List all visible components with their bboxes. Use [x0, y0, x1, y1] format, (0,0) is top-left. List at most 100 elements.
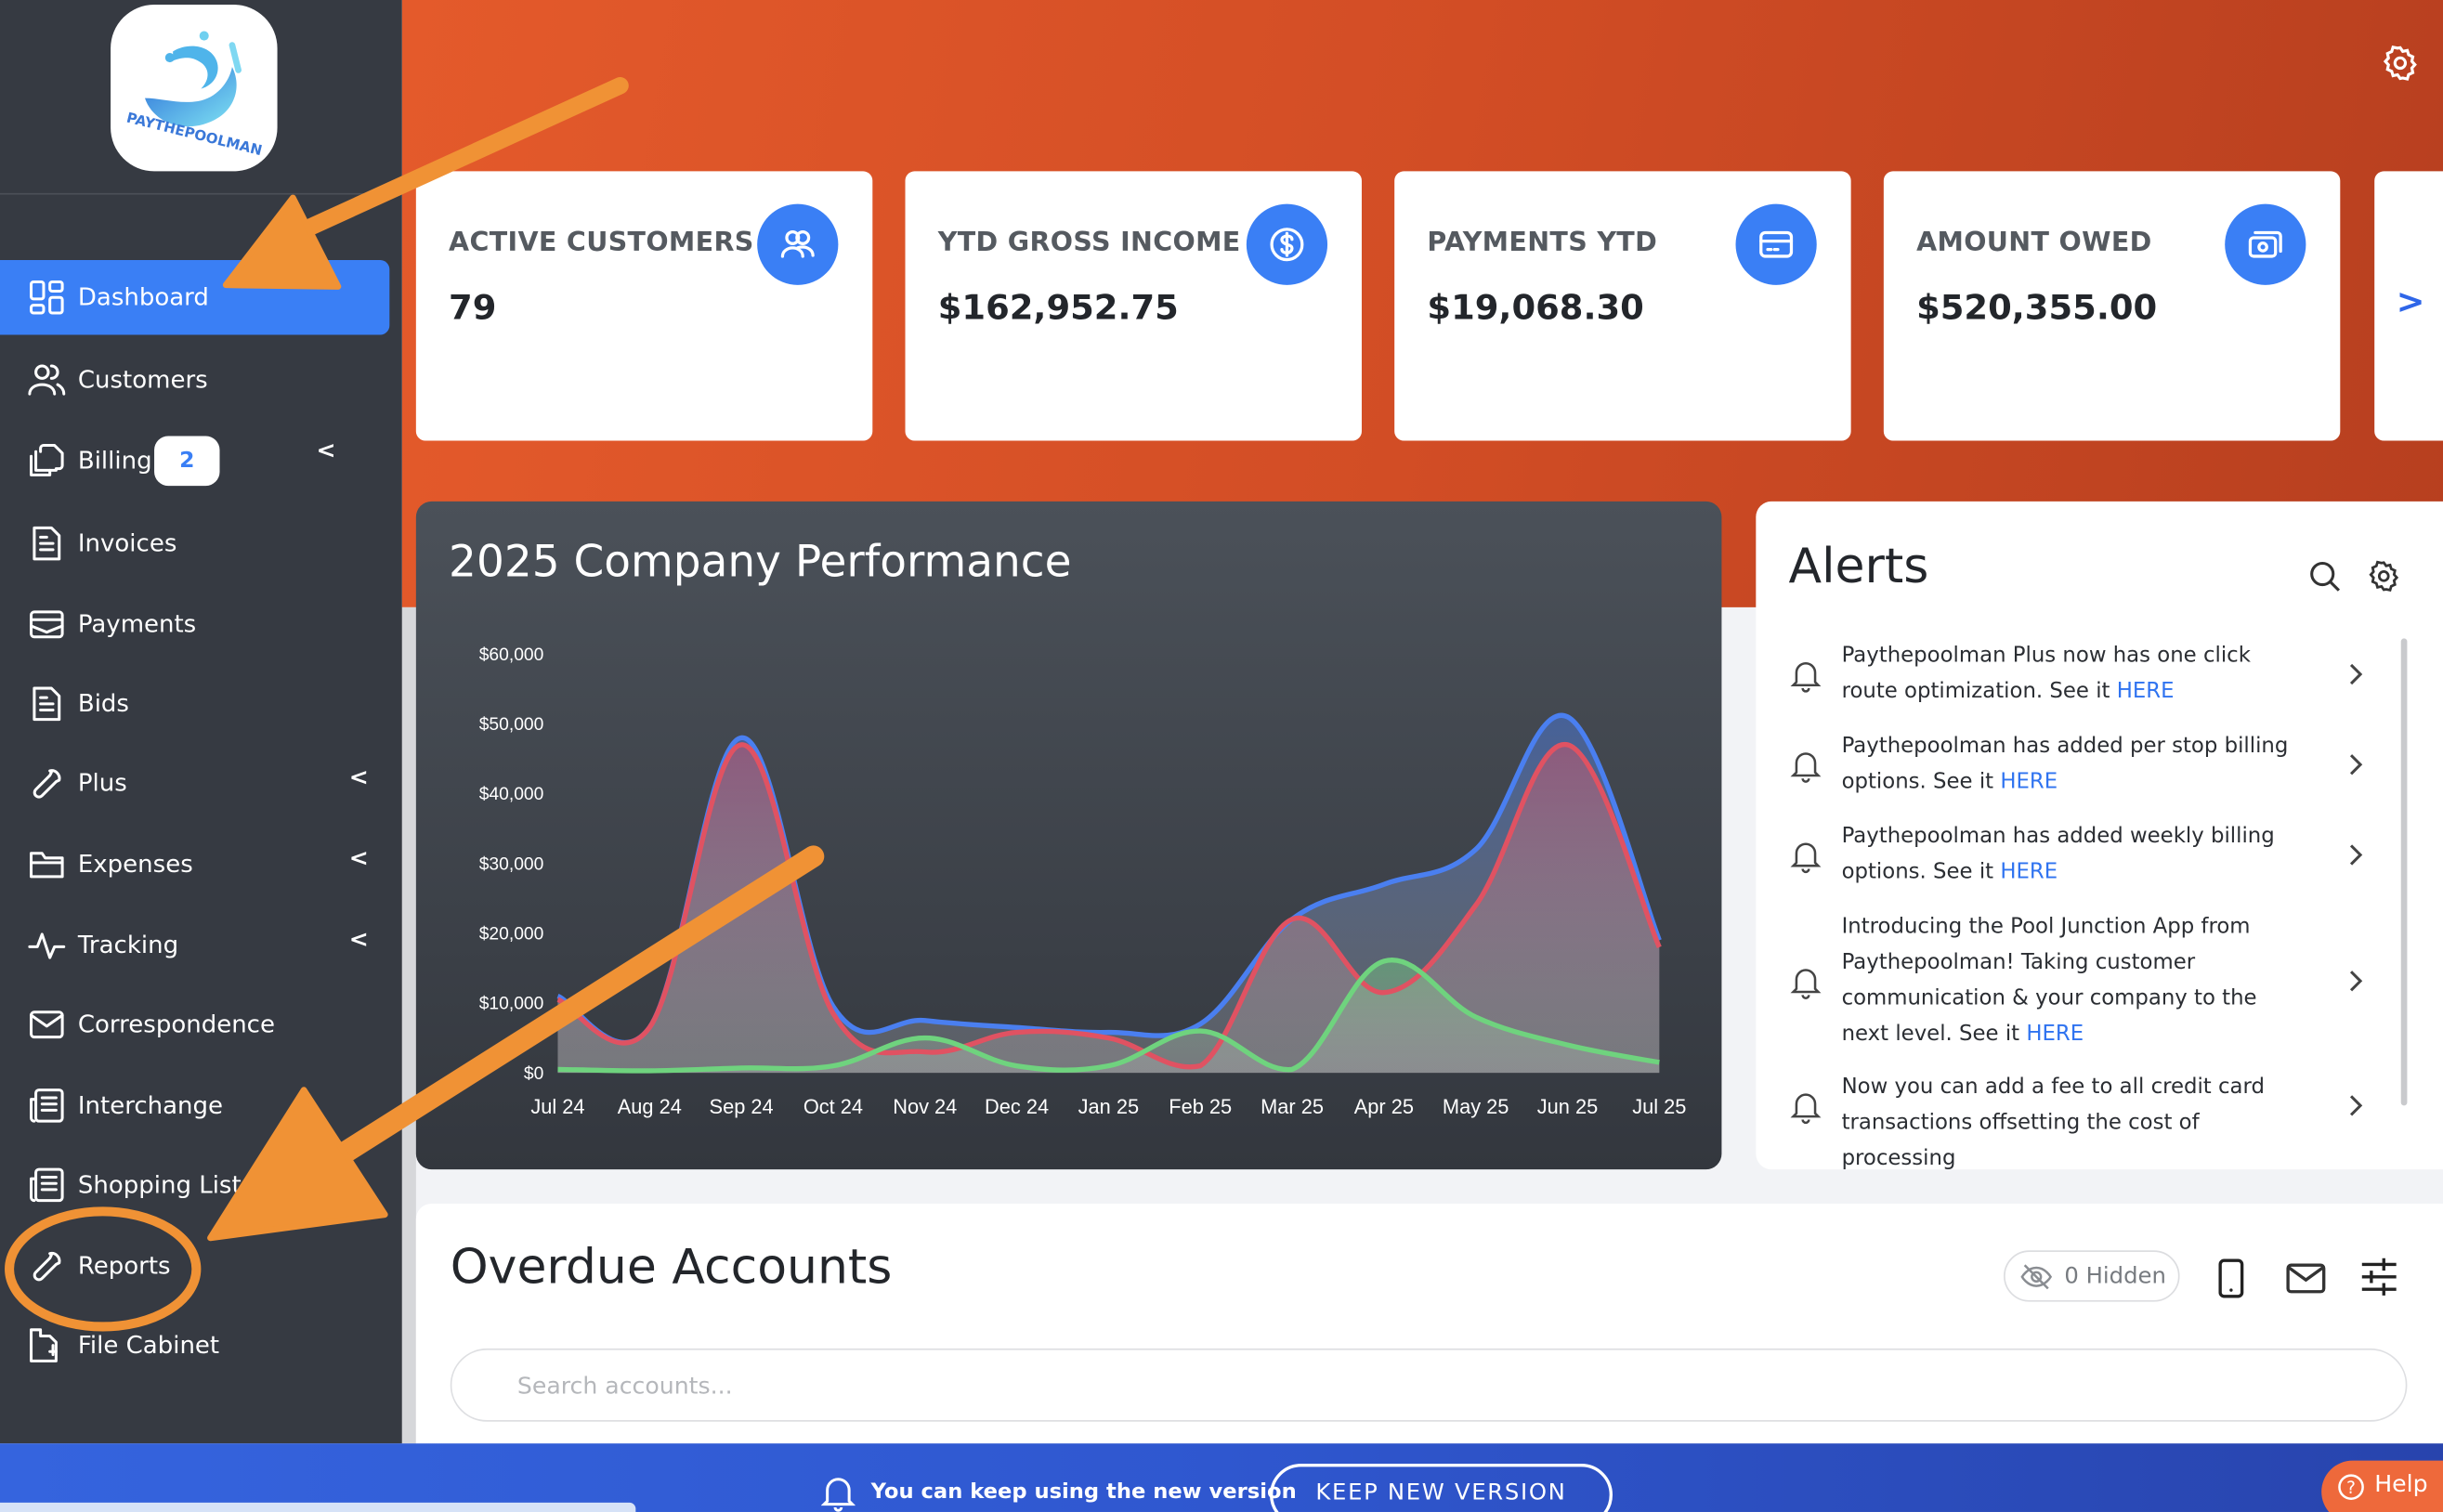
alert-message: Paythepoolman has added per stop billing… [1841, 733, 2289, 795]
x-tick-label: Oct 24 [803, 1095, 863, 1118]
stat-title: YTD GROSS INCOME [937, 227, 1241, 259]
y-tick-label: $10,000 [479, 995, 544, 1014]
hidden-toggle-button[interactable]: 0 Hidden [2004, 1250, 2180, 1302]
alerts-settings-icon[interactable] [2367, 559, 2401, 593]
stat-icon-badge [757, 203, 839, 285]
alert-link[interactable]: HERE [2000, 859, 2058, 885]
alert-link[interactable]: HERE [2026, 1021, 2084, 1047]
chevron-left-icon[interactable]: < [316, 436, 336, 464]
sidebar-item-label: Reports [77, 1251, 171, 1281]
stat-title: ACTIVE CUSTOMERS [449, 227, 754, 259]
next-arrow[interactable]: > [2396, 283, 2425, 323]
search-icon[interactable] [2307, 559, 2342, 593]
chevron-right-icon[interactable] [2345, 752, 2366, 777]
alert-item[interactable]: Paythepoolman has added per stop billing… [1756, 729, 2410, 801]
wrench-icon [33, 769, 61, 799]
chevron-right-icon[interactable] [2345, 842, 2366, 867]
stat-card-payments-ytd[interactable]: PAYMENTS YTD $19,068.30 [1394, 171, 1851, 441]
sidebar-item-invoices[interactable]: Invoices [0, 506, 389, 580]
folder-icon [30, 852, 64, 879]
alert-text: Paythepoolman has added per stop billing… [1842, 729, 2309, 801]
mail-icon[interactable] [2286, 1263, 2327, 1295]
new-version-banner: You can keep using the new version KEEP … [0, 1443, 2443, 1512]
alert-message: Introducing the Pool Junction App from P… [1841, 914, 2257, 1047]
search-accounts-input[interactable] [450, 1348, 2408, 1422]
chevron-right-icon[interactable] [2345, 662, 2366, 687]
bell-icon [1790, 661, 1822, 693]
stat-card-amount-owed[interactable]: AMOUNT OWED $520,355.00 [1883, 171, 2341, 441]
series-line [556, 742, 1662, 1070]
stat-value: $520,355.00 [1916, 289, 2158, 329]
y-tick-label: $20,000 [479, 925, 544, 945]
stats-next-card[interactable]: > [2374, 171, 2443, 441]
sidebar-item-reports[interactable]: Reports [0, 1229, 389, 1303]
sidebar-item-label: Correspondence [77, 1010, 275, 1039]
alert-item[interactable]: Paythepoolman Plus now has one click rou… [1756, 638, 2410, 710]
sidebar-item-tracking[interactable]: Tracking < [0, 907, 389, 982]
alert-message: Paythepoolman Plus now has one click rou… [1841, 643, 2251, 704]
alert-link[interactable]: HERE [2116, 678, 2175, 704]
sidebar-item-payments[interactable]: Payments [0, 587, 389, 661]
x-tick-label: Aug 24 [618, 1095, 682, 1118]
phone-icon[interactable] [2215, 1258, 2247, 1299]
keep-new-version-button[interactable]: KEEP NEW VERSION [1269, 1464, 1613, 1512]
sidebar-item-interchange[interactable]: Interchange [0, 1068, 389, 1142]
brand-logo[interactable]: PAYTHEPOOLMAN [111, 5, 278, 172]
newspaper-icon [30, 1088, 64, 1123]
y-tick-label: $40,000 [479, 785, 544, 804]
sidebar-item-shopping-list[interactable]: Shopping List [0, 1148, 389, 1222]
sidebar-item-billing[interactable]: Billing 2 < [0, 424, 389, 498]
chevron-left-icon[interactable]: < [348, 843, 369, 872]
alert-text: Introducing the Pool Junction App from P… [1842, 909, 2309, 1052]
sidebar-item-file-cabinet[interactable]: File Cabinet [0, 1308, 389, 1382]
sidebar-item-customers[interactable]: Customers [0, 343, 389, 417]
x-tick-label: Jul 25 [1632, 1095, 1686, 1118]
sidebar-item-label: Plus [77, 769, 127, 798]
alert-item[interactable]: Introducing the Pool Junction App from P… [1756, 909, 2410, 1052]
filter-sliders-icon[interactable] [2360, 1257, 2397, 1297]
series-area [557, 959, 1660, 1074]
sidebar-divider [0, 192, 402, 195]
sidebar-item-correspondence[interactable]: Correspondence [0, 987, 389, 1062]
sidebar-item-label: Shopping List [77, 1170, 242, 1199]
overdue-accounts-panel: Overdue Accounts 0 Hidden [415, 1204, 2443, 1453]
sidebar-item-bids[interactable]: Bids [0, 667, 389, 741]
svg-text:?: ? [2346, 1479, 2356, 1498]
chevron-right-icon[interactable] [2345, 1093, 2366, 1118]
keep-new-version-label: KEEP NEW VERSION [1315, 1480, 1567, 1506]
bell-icon [1790, 842, 1822, 874]
bell-icon [1790, 752, 1822, 783]
alert-item[interactable]: Now you can add a fee to all credit card… [1756, 1070, 2410, 1171]
alerts-panel: Alerts Paythepoolman Plus now has one cl… [1756, 501, 2443, 1171]
chart-svg: $0 $10,000 $20,000 $30,000 $40,000 $50,000 $60… [479, 645, 1687, 1118]
alert-link[interactable]: HERE [2000, 769, 2058, 795]
eye-off-icon [2020, 1263, 2053, 1289]
sidebar-item-dashboard[interactable]: Dashboard [0, 259, 390, 335]
stat-card-ytd-gross-income[interactable]: YTD GROSS INCOME $162,952.75 [905, 171, 1362, 441]
alert-text: Paythepoolman Plus now has one click rou… [1842, 638, 2309, 710]
x-tick-label: Sep 24 [710, 1095, 774, 1118]
alert-text: Now you can add a fee to all credit card… [1842, 1070, 2309, 1178]
sidebar-item-plus[interactable]: Plus < [0, 746, 389, 820]
sidebar-edge [401, 606, 416, 1444]
alerts-scrollbar[interactable] [2400, 638, 2408, 1106]
sidebar-item-label: Tracking [77, 931, 179, 959]
sidebar-item-expenses[interactable]: Expenses < [0, 827, 389, 901]
stat-value: 79 [449, 289, 497, 329]
x-tick-label: Feb 25 [1169, 1095, 1232, 1118]
help-button[interactable]: ? Help [2321, 1460, 2443, 1512]
sidebar-item-label: Billing [77, 447, 152, 476]
stat-icon-badge [1246, 203, 1328, 285]
chevron-left-icon[interactable]: < [348, 924, 369, 954]
y-tick-label: $50,000 [479, 715, 544, 735]
stat-card-active-customers[interactable]: ACTIVE CUSTOMERS 79 [415, 171, 873, 441]
billing-count-badge: 2 [154, 436, 220, 487]
cash-icon [2248, 230, 2282, 258]
x-tick-label: Apr 25 [1354, 1095, 1414, 1118]
stat-value: $162,952.75 [937, 289, 1179, 329]
y-tick-label: $30,000 [479, 854, 544, 874]
alert-item[interactable]: Paythepoolman has added weekly billing o… [1756, 819, 2410, 891]
settings-gear-icon[interactable] [2381, 44, 2420, 83]
chevron-left-icon[interactable]: < [348, 763, 369, 791]
chevron-right-icon[interactable] [2345, 969, 2366, 994]
